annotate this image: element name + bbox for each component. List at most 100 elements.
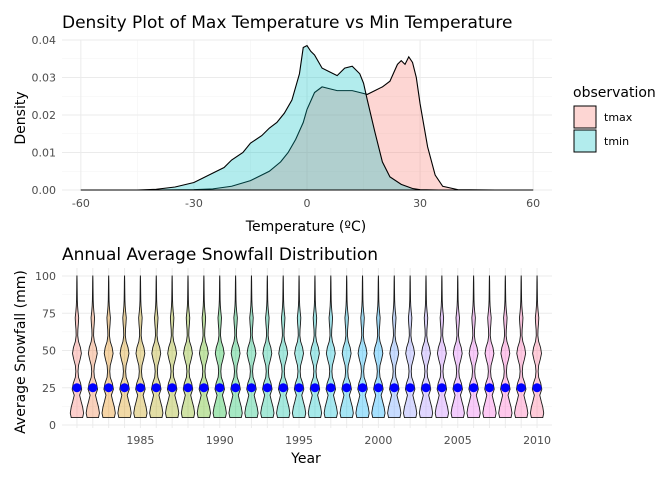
median-marker-1996: [310, 383, 320, 393]
density-y-tick-label: 0.02: [32, 109, 57, 122]
violin-1998: [339, 275, 354, 418]
violin-1984: [117, 275, 132, 418]
legend-label-tmin: tmin: [604, 135, 629, 148]
density-x-axis-label: Temperature (ºC): [245, 219, 366, 235]
median-marker-2002: [405, 383, 415, 393]
median-marker-1986: [151, 383, 161, 393]
median-marker-1992: [246, 383, 256, 393]
snowfall-violin-chart: Annual Average Snowfall Distribution 198…: [13, 245, 552, 467]
density-x-tick-label: -30: [185, 197, 203, 210]
violin-1983: [101, 275, 116, 418]
legend-key-tmin: [573, 129, 597, 153]
density-chart-title: Density Plot of Max Temperature vs Min T…: [62, 13, 512, 33]
violin-y-tick-label: 0: [49, 419, 56, 432]
violin-1987: [165, 275, 180, 418]
legend-label-tmax: tmax: [604, 111, 633, 124]
density-legend: observation tmax tmin: [573, 85, 656, 153]
violin-x-tick-label: 1995: [285, 434, 313, 447]
density-series: [80, 44, 534, 191]
violin-1995: [291, 275, 307, 418]
median-marker-1997: [326, 383, 336, 393]
median-marker-1991: [231, 383, 241, 393]
density-x-tick-label: 60: [526, 197, 540, 210]
violin-1996: [307, 275, 323, 418]
violin-ticks: 1985 1990 1995 2000 2005 2010 0 25 50 75 100: [35, 270, 551, 447]
density-x-tick-label: 30: [413, 197, 427, 210]
median-marker-1985: [135, 383, 145, 393]
violin-2002: [403, 275, 418, 418]
violin-series: [69, 275, 545, 418]
legend-key-tmax: [573, 105, 597, 129]
density-y-tick-label: 0.01: [32, 147, 57, 160]
violin-1988: [180, 275, 196, 418]
density-y-tick-label: 0.03: [32, 72, 57, 85]
violin-1989: [196, 275, 211, 418]
median-marker-2008: [500, 383, 510, 393]
median-marker-1987: [167, 383, 177, 393]
violin-2004: [434, 275, 449, 418]
violin-x-tick-label: 1990: [206, 434, 234, 447]
density-y-tick-label: 0.00: [32, 184, 57, 197]
violin-1994: [276, 275, 291, 418]
median-marker-2005: [453, 383, 463, 393]
violin-2005: [450, 275, 465, 418]
violin-y-tick-label: 50: [42, 345, 56, 358]
legend-title: observation: [573, 85, 656, 101]
violin-2010: [529, 275, 545, 418]
violin-1997: [323, 275, 338, 418]
density-area-tmin: [80, 44, 534, 191]
violin-1981: [69, 275, 85, 418]
violin-1991: [228, 275, 243, 418]
violin-chart-title: Annual Average Snowfall Distribution: [62, 245, 378, 265]
violin-y-tick-label: 25: [42, 382, 56, 395]
violin-2007: [482, 275, 497, 418]
median-marker-1989: [199, 383, 209, 393]
violin-x-tick-label: 2005: [444, 434, 472, 447]
violin-y-tick-label: 75: [42, 307, 56, 320]
violin-2009: [514, 275, 529, 418]
median-marker-2000: [373, 383, 383, 393]
violin-1993: [260, 275, 275, 418]
median-marker-2009: [516, 383, 526, 393]
violin-y-axis-label: Average Snowfall (mm): [13, 270, 29, 434]
violin-2008: [498, 275, 513, 418]
density-y-tick-label: 0.04: [32, 34, 57, 47]
density-ticks: -60 -30 0 30 60 0.00 0.01 0.02 0.03 0.04: [32, 34, 541, 210]
median-marker-2010: [532, 383, 542, 393]
median-marker-1988: [183, 383, 193, 393]
median-marker-1990: [215, 383, 225, 393]
median-marker-1984: [120, 383, 130, 393]
density-area-tmax: [80, 55, 534, 191]
violin-x-tick-label: 1985: [126, 434, 154, 447]
density-x-tick-label: 0: [304, 197, 311, 210]
median-marker-1998: [342, 383, 352, 393]
violin-2001: [387, 275, 402, 418]
median-marker-1999: [358, 383, 368, 393]
violin-1992: [244, 275, 259, 418]
violin-y-tick-label: 100: [35, 270, 56, 283]
violin-1999: [355, 275, 370, 418]
median-marker-2003: [421, 383, 431, 393]
violin-x-tick-label: 2010: [523, 434, 551, 447]
median-marker-1982: [88, 383, 98, 393]
violin-median-markers: [72, 383, 542, 393]
median-marker-1983: [104, 383, 114, 393]
violin-1985: [133, 275, 148, 418]
violin-1990: [212, 275, 227, 418]
violin-2006: [466, 275, 481, 418]
median-marker-1994: [278, 383, 288, 393]
median-marker-1995: [294, 383, 304, 393]
density-chart: Density Plot of Max Temperature vs Min T…: [13, 13, 656, 235]
median-marker-2004: [437, 383, 447, 393]
median-marker-2006: [469, 383, 479, 393]
median-marker-1993: [262, 383, 272, 393]
violin-2003: [418, 275, 434, 418]
median-marker-1981: [72, 383, 82, 393]
violin-2000: [371, 275, 386, 418]
median-marker-2007: [484, 383, 494, 393]
violin-1986: [149, 275, 164, 418]
violin-x-axis-label: Year: [290, 451, 321, 467]
density-x-tick-label: -60: [72, 197, 90, 210]
violin-1982: [85, 275, 100, 418]
